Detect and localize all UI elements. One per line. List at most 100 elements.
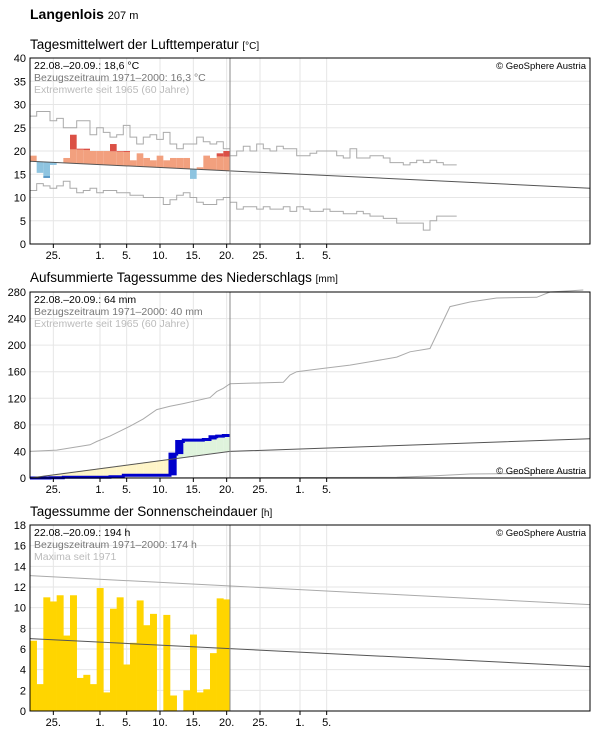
temperature-bar <box>196 167 204 170</box>
info-line: 22.08.–20.09.: 18,6 °C <box>34 60 140 72</box>
temperature-bar-hot <box>116 151 124 152</box>
sunshine-bar <box>90 684 97 711</box>
temperature-bar <box>76 149 84 164</box>
temperature-bar-cold <box>43 175 50 178</box>
y-tick-label: 10 <box>14 193 26 205</box>
y-tick-label: 5 <box>20 216 26 228</box>
sunshine-bar <box>30 640 37 711</box>
x-tick-label: 15. <box>186 484 201 496</box>
sunshine-bar <box>130 642 137 711</box>
temperature-bar <box>83 150 90 164</box>
precipitation-deficit <box>90 469 97 478</box>
y-tick-label: 80 <box>14 420 26 432</box>
sunshine-bar <box>150 613 157 711</box>
precipitation-unit: [mm] <box>315 274 338 285</box>
precipitation-deficit <box>156 460 164 476</box>
sunshine-bar <box>223 599 231 711</box>
y-tick-label: 0 <box>20 473 26 485</box>
copyright-label: © GeoSphere Austria <box>496 528 587 539</box>
temperature-bar-hot <box>223 151 230 157</box>
x-tick-label: 25. <box>46 250 61 262</box>
climate-mean-line <box>29 160 591 189</box>
x-tick-label: 1. <box>295 484 304 496</box>
copyright-label: © GeoSphere Austria <box>496 61 587 72</box>
x-tick-label: 5. <box>322 717 331 729</box>
temperature-bar <box>110 151 117 166</box>
y-tick-label: 240 <box>8 314 26 326</box>
precipitation-surplus <box>183 440 190 457</box>
temperature-bar <box>123 151 130 166</box>
y-tick-label: 18 <box>14 520 26 532</box>
sunshine-unit: [h] <box>261 508 273 519</box>
sunshine-bar <box>36 684 44 711</box>
temperature-bar-cool <box>36 161 44 173</box>
temperature-bar <box>216 156 224 171</box>
x-tick-label: 1. <box>295 250 304 262</box>
x-tick-label: 5. <box>122 717 131 729</box>
x-tick-label: 10. <box>152 717 167 729</box>
x-tick-label: 5. <box>322 250 331 262</box>
copyright-label: © GeoSphere Austria <box>496 466 587 477</box>
temperature-bar-hot <box>70 134 77 150</box>
chart-panel-1: 0 40 80 120 160 200 240 280 25. 1. 5. 10. 15. 20. 25. 1… <box>8 287 591 496</box>
precipitation-surplus <box>223 435 230 452</box>
extreme-max-line <box>29 289 584 452</box>
x-tick-label: 15. <box>186 250 201 262</box>
info-line: Extremwerte seit 1965 (60 Jahre) <box>34 84 189 96</box>
precipitation-deficit <box>70 471 77 478</box>
y-tick-label: 40 <box>14 53 26 65</box>
sunshine-bar <box>196 692 204 711</box>
sunshine-bar <box>216 598 224 711</box>
y-tick-label: 35 <box>14 76 26 88</box>
sunshine-bar <box>183 690 191 711</box>
plot-border <box>29 524 591 712</box>
sunshine-bar <box>203 689 211 711</box>
x-tick-label: 1. <box>95 717 104 729</box>
sunshine-bar <box>123 664 131 711</box>
precipitation-deficit <box>50 474 57 478</box>
x-tick-label: 5. <box>322 484 331 496</box>
station-elevation: 207 m <box>107 10 139 22</box>
precipitation-day-bar <box>176 441 184 455</box>
sunshine-bar <box>110 608 117 711</box>
y-tick-label: 14 <box>14 561 26 573</box>
x-tick-label: 20. <box>219 484 234 496</box>
plot-border <box>29 57 591 245</box>
y-tick-label: 8 <box>20 623 26 635</box>
precipitation-surplus <box>196 440 204 455</box>
temperature-unit: [°C] <box>242 41 260 52</box>
y-tick-label: 12 <box>14 582 26 594</box>
y-tick-label: 25 <box>14 123 26 135</box>
extreme-max-line <box>30 111 457 166</box>
temperature-bar <box>103 151 110 165</box>
x-tick-label: 10. <box>152 484 167 496</box>
extreme-min-line <box>30 180 457 231</box>
x-tick-label: 5. <box>122 250 131 262</box>
precipitation-day-bar <box>170 454 177 476</box>
y-tick-label: 20 <box>14 146 26 158</box>
x-tick-label: 20. <box>219 717 234 729</box>
x-tick-label: 25. <box>46 484 61 496</box>
sunshine-chart-title: Tagessumme der Sonnenscheindauer [h] <box>30 504 272 519</box>
precipitation-deficit <box>83 470 90 478</box>
precipitation-deficit <box>96 468 104 478</box>
precipitation-surplus <box>190 440 197 456</box>
station-header: Langenlois 207 m <box>30 6 138 22</box>
precipitation-surplus <box>210 436 217 454</box>
info-line: Bezugszeitraum 1971–2000: 16,3 °C <box>34 72 206 84</box>
precipitation-deficit <box>143 462 150 476</box>
y-tick-label: 120 <box>8 393 26 405</box>
sunshine-bar <box>43 597 51 711</box>
info-line: Bezugszeitraum 1971–2000: 174 h <box>34 539 197 551</box>
y-tick-label: 15 <box>14 169 26 181</box>
precipitation-deficit <box>130 463 137 476</box>
precipitation-deficit <box>150 461 157 476</box>
x-tick-label: 25. <box>46 717 61 729</box>
x-tick-label: 25. <box>252 484 267 496</box>
info-line: 22.08.–20.09.: 64 mm <box>34 294 136 306</box>
chart-panel-0: 0 5 10 15 20 25 30 35 40 25. 1. 5. 10. 15. 20. 25. 1. 5. 2… <box>14 53 591 262</box>
temperature-bar-hot <box>123 151 130 152</box>
temperature-title-text: Tagesmittelwert der Lufttemperatur <box>30 37 239 52</box>
sunshine-bar <box>103 692 111 711</box>
precipitation-deficit <box>163 459 170 476</box>
